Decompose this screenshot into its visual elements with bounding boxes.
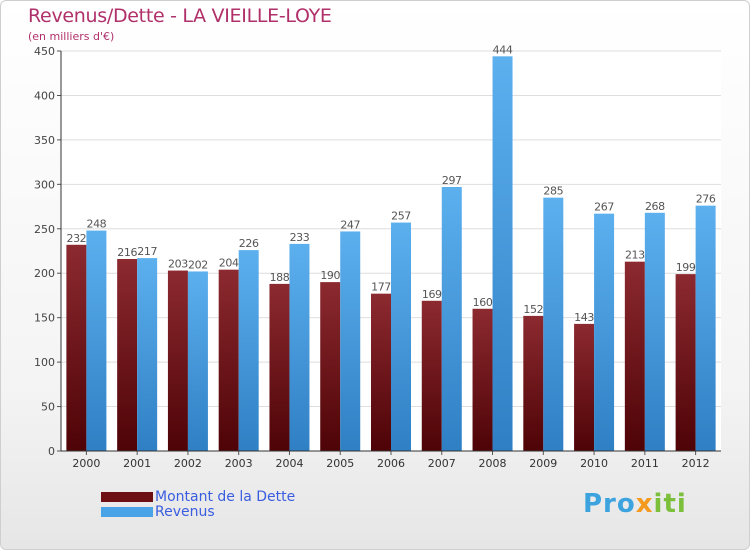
data-label-dette-2006: 177 bbox=[371, 281, 391, 294]
data-label-dette-2011: 213 bbox=[625, 249, 645, 262]
y-tick-label: 150 bbox=[34, 312, 55, 325]
y-tick-label: 300 bbox=[34, 178, 55, 191]
logo-part-1: Pro bbox=[583, 489, 636, 519]
data-label-revenus-2008: 444 bbox=[493, 43, 513, 56]
x-tick-label-2008: 2008 bbox=[479, 457, 507, 470]
x-tick-label-2011: 2011 bbox=[631, 457, 659, 470]
bar-dette-2001 bbox=[117, 259, 138, 451]
legend-swatch-dette bbox=[101, 491, 153, 502]
data-label-dette-2000: 232 bbox=[66, 232, 86, 245]
data-label-revenus-2004: 233 bbox=[290, 231, 310, 244]
bar-revenus-2011 bbox=[644, 212, 665, 451]
logo-part-3: iti bbox=[653, 489, 687, 519]
data-label-dette-2005: 190 bbox=[320, 269, 340, 282]
y-tick-label: 450 bbox=[34, 45, 55, 58]
data-label-revenus-2012: 276 bbox=[696, 193, 716, 206]
data-label-dette-2010: 143 bbox=[574, 311, 594, 324]
x-tick-label-2012: 2012 bbox=[682, 457, 710, 470]
bar-dette-2002 bbox=[167, 270, 188, 451]
bar-dette-2012 bbox=[675, 274, 696, 451]
x-tick-label-2002: 2002 bbox=[174, 457, 202, 470]
y-tick-label: 350 bbox=[34, 134, 55, 147]
data-label-dette-2008: 160 bbox=[473, 296, 493, 309]
x-tick-label-2000: 2000 bbox=[72, 457, 100, 470]
y-tick-label: 100 bbox=[34, 356, 55, 369]
chart-title: Revenus/Dette - LA VIEILLE-LOYE bbox=[28, 5, 332, 27]
legend-item-revenus: Revenus bbox=[101, 501, 215, 520]
x-tick-label-2005: 2005 bbox=[326, 457, 354, 470]
data-label-dette-2003: 204 bbox=[219, 257, 239, 270]
bar-revenus-2002 bbox=[187, 271, 208, 451]
bar-revenus-2001 bbox=[137, 258, 158, 451]
bar-revenus-2007 bbox=[441, 187, 462, 451]
y-tick-label: 50 bbox=[41, 401, 55, 414]
bar-revenus-2005 bbox=[340, 231, 361, 451]
bar-revenus-2004 bbox=[289, 243, 310, 451]
legend-label-dette: Montant de la Dette bbox=[155, 488, 296, 505]
y-tick-label: 200 bbox=[34, 267, 55, 280]
bar-revenus-2003 bbox=[238, 250, 259, 451]
data-label-revenus-2002: 202 bbox=[188, 258, 208, 271]
y-tick-label: 0 bbox=[48, 445, 55, 458]
bar-dette-2008 bbox=[472, 308, 493, 451]
bar-dette-2005 bbox=[320, 282, 341, 451]
data-label-revenus-2000: 248 bbox=[86, 218, 106, 231]
bar-revenus-2012 bbox=[695, 205, 716, 451]
data-label-dette-2002: 203 bbox=[168, 258, 188, 271]
data-label-revenus-2005: 247 bbox=[340, 218, 360, 231]
bar-dette-2010 bbox=[574, 323, 595, 451]
data-label-revenus-2001: 217 bbox=[137, 245, 157, 258]
x-tick-label-2004: 2004 bbox=[275, 457, 303, 470]
x-tick-label-2006: 2006 bbox=[377, 457, 405, 470]
x-tick-label-2010: 2010 bbox=[580, 457, 608, 470]
bar-dette-2009 bbox=[523, 315, 544, 451]
bar-dette-2011 bbox=[624, 261, 645, 451]
bar-dette-2000 bbox=[66, 244, 87, 451]
y-tick-label: 400 bbox=[34, 89, 55, 102]
data-label-dette-2001: 216 bbox=[117, 246, 137, 259]
bar-revenus-2010 bbox=[594, 213, 615, 451]
bar-revenus-2006 bbox=[391, 222, 411, 451]
x-tick-label-2003: 2003 bbox=[225, 457, 253, 470]
x-tick-label-2001: 2001 bbox=[123, 457, 151, 470]
data-label-dette-2007: 169 bbox=[422, 288, 442, 301]
data-label-revenus-2003: 226 bbox=[239, 237, 259, 250]
bar-revenus-2009 bbox=[543, 197, 564, 451]
data-label-revenus-2007: 297 bbox=[442, 174, 462, 187]
data-label-dette-2009: 152 bbox=[523, 303, 543, 316]
bar-revenus-2000 bbox=[86, 230, 107, 451]
logo-part-2: x bbox=[635, 489, 654, 519]
data-label-revenus-2006: 257 bbox=[391, 210, 411, 223]
x-tick-label-2009: 2009 bbox=[529, 457, 557, 470]
legend-label-revenus: Revenus bbox=[155, 503, 215, 520]
data-label-dette-2012: 199 bbox=[676, 261, 696, 274]
x-tick-label-2007: 2007 bbox=[428, 457, 456, 470]
proxiti-logo: Proxiti bbox=[583, 489, 687, 519]
legend-item-dette: Montant de la Dette bbox=[101, 486, 295, 505]
bar-revenus-2008 bbox=[492, 56, 513, 451]
bar-dette-2007 bbox=[421, 300, 442, 451]
bar-dette-2003 bbox=[218, 269, 239, 451]
chart-subtitle: (en milliers d'€) bbox=[28, 30, 115, 43]
bar-dette-2006 bbox=[371, 293, 391, 451]
data-label-revenus-2011: 268 bbox=[645, 200, 665, 213]
legend-swatch-revenus bbox=[101, 506, 153, 517]
data-label-revenus-2010: 267 bbox=[594, 201, 614, 214]
bar-dette-2004 bbox=[269, 283, 290, 451]
y-tick-label: 250 bbox=[34, 223, 55, 236]
data-label-dette-2004: 188 bbox=[270, 271, 290, 284]
data-label-revenus-2009: 285 bbox=[543, 185, 563, 198]
